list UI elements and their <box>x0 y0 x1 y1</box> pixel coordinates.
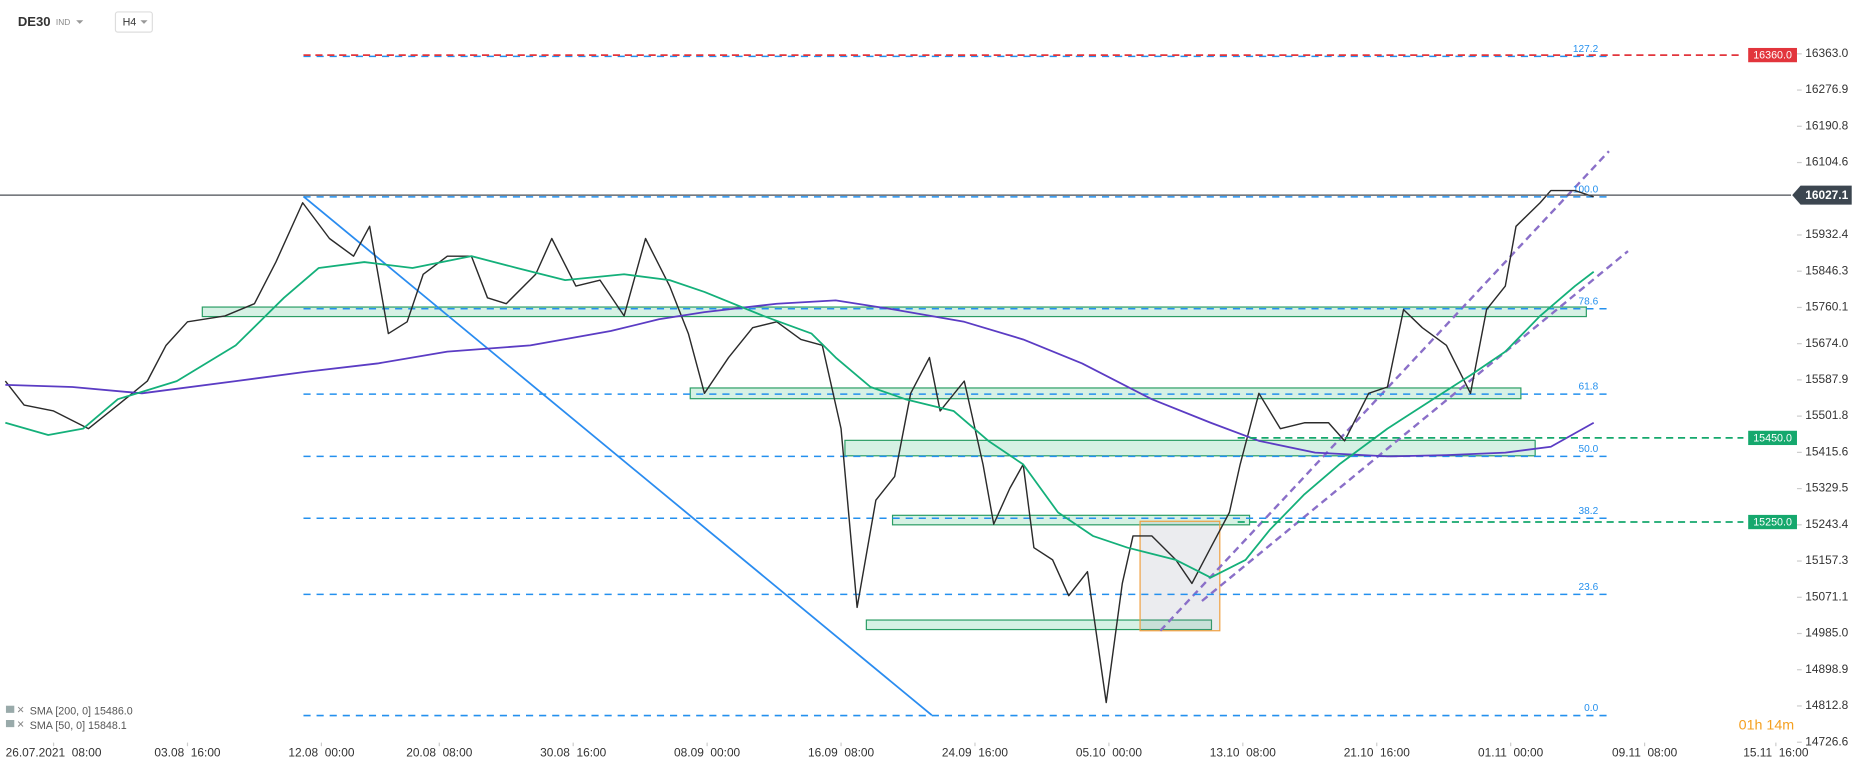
y-tick-label: 15157.3 <box>1805 553 1848 567</box>
channel-line <box>1201 250 1629 602</box>
x-tick-label: 30.08 16:00 <box>540 745 607 759</box>
x-tick-label: 12.08 00:00 <box>288 745 355 759</box>
marks: 16363.0 16276.9 16190.8 16104.6 15932.4 15846… <box>0 44 1852 759</box>
y-tick-label: 16190.8 <box>1805 118 1848 132</box>
legend-close[interactable]: ✕ <box>17 705 25 716</box>
zones <box>201 306 1587 631</box>
market: IND <box>56 17 70 27</box>
x-tick-label: 09.11 08:00 <box>1612 745 1678 759</box>
level-badge <box>1748 47 1797 63</box>
y-tick-label: 14898.9 <box>1805 662 1848 676</box>
level-label: 16360.0 <box>1753 50 1792 62</box>
x-tick-label: 05.10 00:00 <box>1076 745 1143 759</box>
legend-label: SMA [50, 0] 15848.1 <box>30 720 127 732</box>
y-tick-label: 14726.6 <box>1805 734 1848 748</box>
x-tick-label: 08.09 00:00 <box>674 745 741 759</box>
x-tick-label: 16.09 08:00 <box>808 745 875 759</box>
x-tick-label: 01.11 00:00 <box>1478 745 1544 759</box>
dropdown-arrow[interactable] <box>76 20 84 24</box>
fib-label: 50.0 <box>1579 444 1599 455</box>
fib-label: 78.6 <box>1579 296 1599 307</box>
y-tick-label: 15243.4 <box>1805 517 1848 531</box>
y-tick-label: 15501.8 <box>1805 408 1848 422</box>
y-tick-label: 15415.6 <box>1805 445 1848 459</box>
level-label: 15250.0 <box>1753 516 1792 528</box>
fib-label: 0.0 <box>1584 703 1598 714</box>
interval[interactable]: H4 <box>123 16 137 28</box>
y-tick-label: 16363.0 <box>1805 46 1848 60</box>
legend-icon[interactable] <box>5 705 15 713</box>
legend-close[interactable]: ✕ <box>17 719 25 730</box>
channel-line <box>1159 150 1610 632</box>
y-tick-label: 14985.0 <box>1805 626 1848 640</box>
y-tick-label: 16276.9 <box>1805 82 1848 96</box>
level-badge <box>1748 430 1797 446</box>
x-tick-label: 21.10 16:00 <box>1344 745 1411 759</box>
y-tick-label: 15587.9 <box>1805 372 1848 386</box>
fib-label: 23.6 <box>1579 582 1599 593</box>
candle-timer: 01h 14m <box>1739 718 1795 734</box>
legend-icon[interactable] <box>5 719 15 728</box>
y-tick-label: 15674.0 <box>1805 336 1848 350</box>
y-tick-label: 15329.5 <box>1805 481 1848 495</box>
symbol[interactable]: DE30 <box>18 14 51 29</box>
zone <box>201 306 1587 318</box>
dropdown-arrow[interactable] <box>140 20 148 24</box>
fib-label: 127.2 <box>1573 44 1599 55</box>
level-badge <box>1748 514 1797 530</box>
y-tick-label: 15932.4 <box>1805 227 1848 241</box>
y-tick-label: 16104.6 <box>1805 155 1848 169</box>
x-tick-label: 26.07.2021 08:00 <box>6 745 102 759</box>
sma-line <box>5 255 1595 579</box>
current-price-label: 16027.1 <box>1805 188 1848 202</box>
zone <box>689 387 1522 400</box>
y-tick-label: 14812.8 <box>1805 698 1848 712</box>
level-label: 15450.0 <box>1753 432 1792 444</box>
fib-label: 61.8 <box>1579 382 1599 393</box>
zone <box>891 514 1251 526</box>
zone <box>865 619 1213 631</box>
x-tick-label: 15.11 16:00 <box>1743 745 1809 759</box>
x-tick-label: 13.10 08:00 <box>1210 745 1277 759</box>
fib-label: 100.0 <box>1573 184 1599 195</box>
y-tick-label: 15071.1 <box>1805 589 1848 603</box>
interval-box[interactable] <box>114 11 153 33</box>
y-tick-label: 15760.1 <box>1805 300 1848 314</box>
y-tick-label: 15846.3 <box>1805 263 1848 277</box>
price-line <box>4 189 1594 704</box>
x-tick-label: 03.08 16:00 <box>154 745 221 759</box>
legend-label: SMA [200, 0] 15486.0 <box>30 705 133 717</box>
x-tick-label: 20.08 08:00 <box>406 745 473 759</box>
zone <box>844 439 1536 457</box>
current-price-badge <box>1792 185 1852 205</box>
x-tick-label: 24.09 16:00 <box>942 745 1009 759</box>
sma-line <box>5 299 1595 458</box>
fib-label: 38.2 <box>1579 506 1599 517</box>
